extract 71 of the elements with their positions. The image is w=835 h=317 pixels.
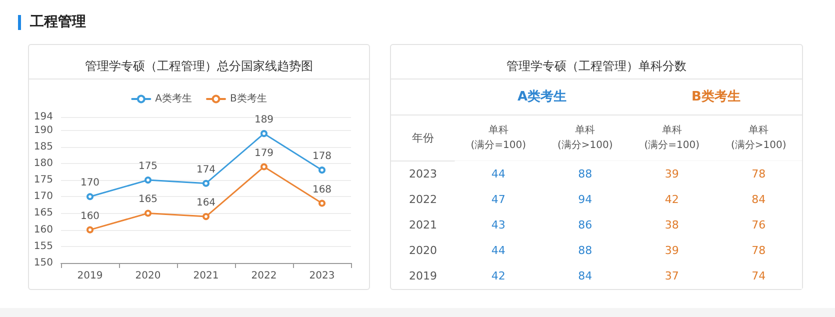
data-label: 88 [578,244,592,258]
x-tick-label: 2021 [193,270,219,282]
legend-label: B类考生 [230,92,267,104]
data-label: 76 [752,218,766,232]
chart-title: 管理学专硕（工程管理）总分国家线趋势图 [85,59,313,73]
data-label: 160 [80,210,100,222]
point [260,163,268,170]
y-tick-label: 160 [34,224,53,236]
data-label: 39 [664,167,679,180]
point [318,166,326,174]
x-tick-label: 2022 [251,270,277,282]
y-tick-label: 165 [34,208,53,219]
y-tick-label: 155 [34,240,53,252]
y-tick-label: 2023 [409,167,437,180]
x-tick-label: 单科 (满分>100) [730,124,786,151]
data-label: 94 [578,192,592,206]
y-tick-label: 2020 [409,244,437,258]
point [202,213,210,220]
data-label: 43 [491,218,506,232]
x-tick-label: 2023 [309,270,335,282]
x-tick-label: 2020 [135,270,161,282]
x-tick-label: 2019 [77,270,103,282]
data-label: 164 [196,198,216,209]
data-label: 74 [752,270,766,283]
data-label: 168 [312,184,332,196]
point [144,210,152,217]
text: B类考生 [692,90,740,104]
point [144,176,152,184]
data-label: 37 [664,270,679,283]
data-label: 174 [196,164,216,176]
data-label: 39 [664,244,679,258]
point [202,180,210,187]
y-tick-label: 175 [34,174,53,186]
y-tick-label: 170 [34,191,53,202]
data-label: 78 [752,244,766,258]
data-label: 175 [138,161,158,172]
data-label: 170 [80,178,100,189]
data-label: 84 [578,270,592,283]
data-label: 42 [664,192,679,206]
y-tick-label: 2022 [409,192,437,206]
data-label: 47 [491,192,506,206]
data-label: 78 [752,167,766,180]
data-label: 38 [664,218,679,232]
y-tick-label: 180 [34,158,53,169]
text: 工程管理 [30,13,86,31]
x-tick-label: 单科 (满分>100) [557,124,613,151]
chart-title: 管理学专硕（工程管理）单科分数 [506,59,686,73]
data-label: 179 [254,148,274,159]
y-tick-label: 194 [34,112,53,122]
data-label: 84 [752,192,766,206]
data-label: 44 [491,244,506,258]
y-tick-label: 150 [34,258,53,268]
data-label: 165 [138,194,158,206]
x-tick-label: 单科 (满分=100) [644,124,700,151]
y-axis-title: 年份 [412,132,434,144]
y-tick-label: 190 [34,124,53,136]
data-label: 88 [578,167,592,180]
data-label: 189 [254,114,274,126]
data-label: 44 [491,167,506,180]
y-tick-label: 2021 [409,218,437,232]
text: A类考生 [517,90,567,104]
point [86,193,94,200]
legend-label: A类考生 [155,92,192,104]
data-label: 86 [578,218,592,232]
data-label: 178 [312,151,332,162]
point [86,226,94,234]
point [318,200,326,207]
x-tick-label: 单科 (满分=100) [470,124,526,151]
point [260,130,268,138]
y-tick-label: 185 [34,141,53,152]
data-label: 42 [491,270,506,283]
